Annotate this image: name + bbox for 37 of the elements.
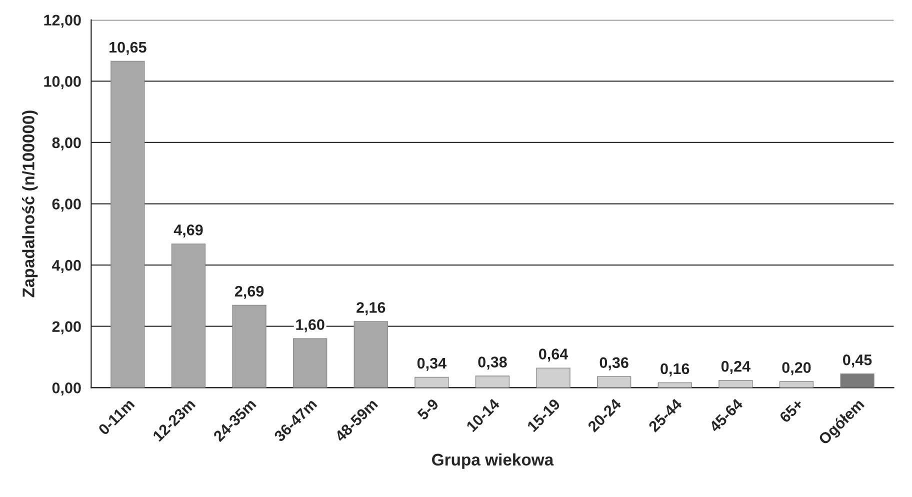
y-tick-label: 2,00 bbox=[52, 321, 81, 334]
bar bbox=[840, 374, 874, 388]
data-label: 0,38 bbox=[478, 356, 507, 370]
data-label: 4,69 bbox=[174, 224, 203, 238]
data-label: 0,34 bbox=[417, 358, 446, 371]
bar bbox=[718, 380, 753, 388]
data-label: 2,69 bbox=[234, 286, 264, 299]
y-tick-label: 12,00 bbox=[44, 14, 81, 28]
y-tick-label: 0,00 bbox=[52, 382, 81, 396]
data-label: 0,36 bbox=[600, 357, 628, 370]
data-label: 0,20 bbox=[782, 362, 811, 376]
x-axis-title: Grupa wiekowa bbox=[432, 453, 554, 469]
data-label: 0,64 bbox=[539, 348, 568, 362]
data-label: 1,60 bbox=[296, 319, 324, 332]
bar bbox=[658, 382, 692, 388]
x-tick-label: 65+ bbox=[778, 398, 804, 424]
data-label: 0,16 bbox=[660, 363, 690, 376]
bar bbox=[232, 304, 266, 388]
x-tick-label: 5-9 bbox=[416, 398, 440, 421]
bar bbox=[536, 368, 570, 388]
bar bbox=[354, 321, 388, 388]
bar bbox=[171, 244, 206, 388]
y-tick-label: 4,00 bbox=[52, 260, 81, 273]
y-tick-label: 10,00 bbox=[44, 76, 81, 90]
bar bbox=[293, 338, 328, 388]
y-axis-title: Zapadalność (n/100000) bbox=[22, 110, 38, 298]
data-label: 2,16 bbox=[356, 302, 386, 316]
data-label: 10,65 bbox=[110, 42, 146, 55]
y-tick-label: 8,00 bbox=[52, 137, 81, 150]
data-label: 0,45 bbox=[843, 354, 872, 368]
bar bbox=[779, 381, 814, 388]
bar bbox=[110, 60, 145, 388]
bar bbox=[597, 376, 632, 388]
bar bbox=[475, 376, 510, 388]
y-tick-label: 6,00 bbox=[52, 198, 81, 212]
data-label: 0,24 bbox=[721, 360, 750, 374]
bar bbox=[414, 376, 449, 388]
